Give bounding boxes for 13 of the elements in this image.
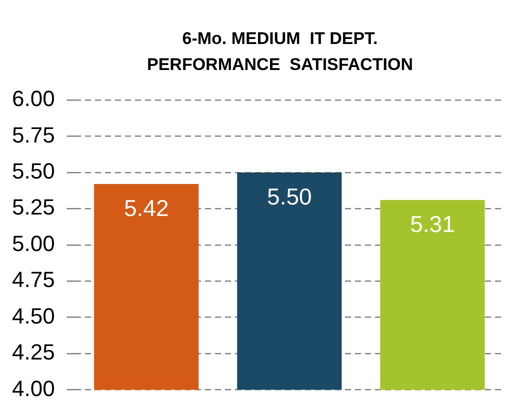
chart-title: 6-Mo. MEDIUM IT DEPT. PERFORMANCE SATISFACTION xyxy=(146,28,414,76)
y-tick-label: 4.50 xyxy=(12,303,55,328)
y-tick-label: 5.25 xyxy=(12,194,55,220)
data-label: 5.31 xyxy=(410,210,455,237)
y-tick-label: 6.00 xyxy=(12,86,55,112)
y-tick-label: 4.00 xyxy=(12,376,55,401)
y-tick-label: 4.25 xyxy=(12,340,55,365)
y-tick-label: 5.50 xyxy=(12,158,55,184)
data-label: 5.50 xyxy=(267,183,312,210)
data-label: 5.42 xyxy=(124,194,169,221)
y-tick-label: 4.75 xyxy=(12,267,55,292)
y-tick-label: 5.75 xyxy=(12,122,55,148)
y-tick-label: 5.00 xyxy=(12,230,55,256)
